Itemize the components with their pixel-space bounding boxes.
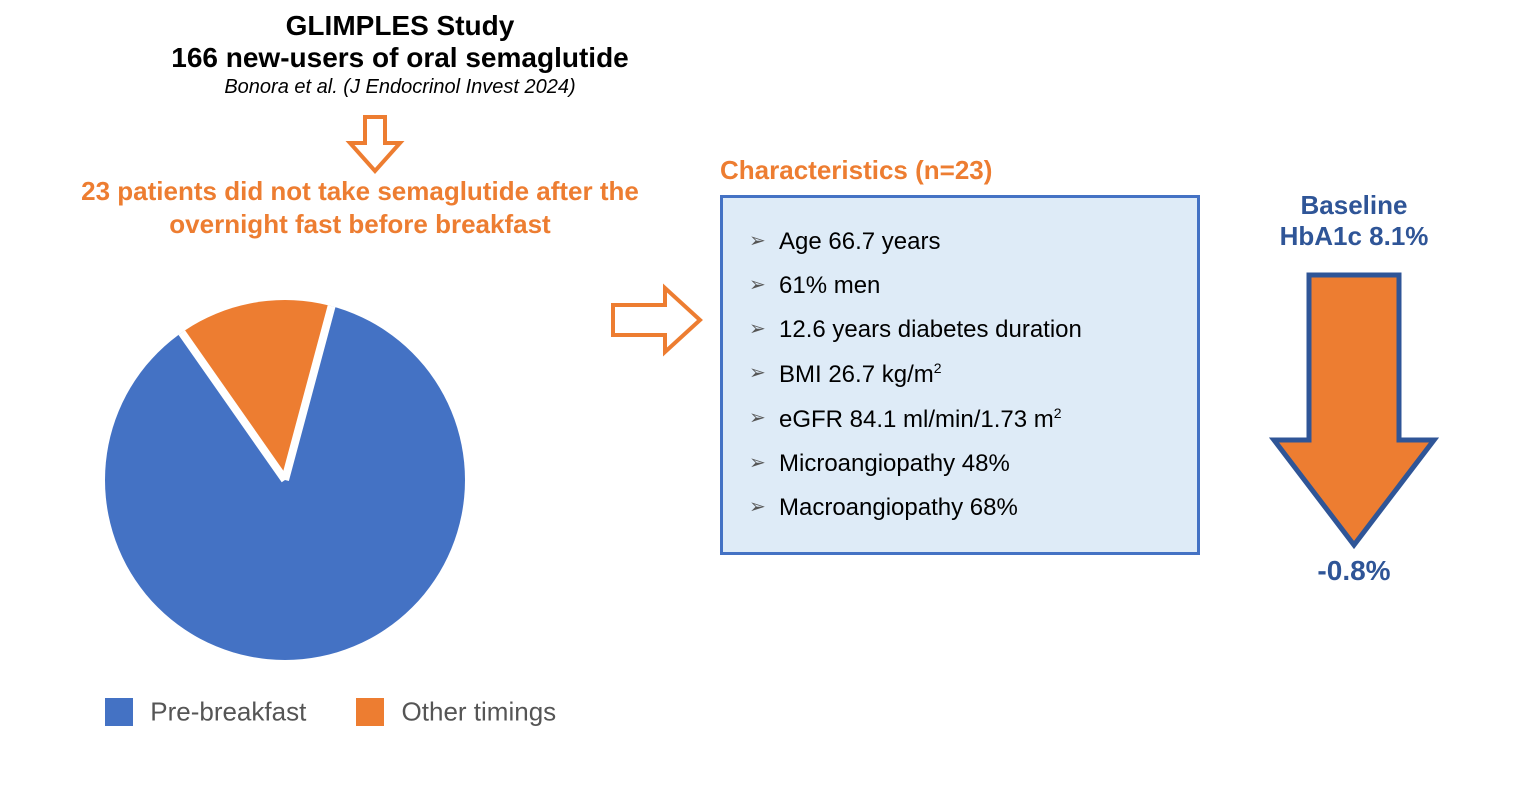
characteristics-item: 61% men: [749, 264, 1171, 308]
study-subtitle: 166 new-users of oral semaglutide: [90, 42, 710, 74]
down-arrow-shape: [350, 117, 400, 171]
legend-label-prebreakfast: Pre-breakfast: [150, 697, 306, 727]
baseline-line1: Baseline: [1244, 190, 1464, 221]
legend-label-other: Other timings: [402, 697, 557, 727]
baseline-label: Baseline HbA1c 8.1%: [1244, 190, 1464, 252]
legend-item-other: Other timings: [356, 695, 556, 728]
legend-swatch-other: [356, 698, 384, 726]
down-arrow-icon: [345, 115, 405, 175]
characteristics-item: BMI 26.7 kg/m2: [749, 352, 1171, 397]
characteristics-box: Age 66.7 years61% men12.6 years diabetes…: [720, 195, 1200, 555]
characteristics-item: Microangiopathy 48%: [749, 442, 1171, 486]
characteristics-title: Characteristics (n=23): [720, 155, 992, 186]
pie-legend: Pre-breakfast Other timings: [105, 695, 556, 728]
study-title: GLIMPLES Study: [90, 10, 710, 42]
callout-text: 23 patients did not take semaglutide aft…: [40, 175, 680, 240]
legend-swatch-prebreakfast: [105, 698, 133, 726]
study-citation: Bonora et al. (J Endocrinol Invest 2024): [90, 76, 710, 99]
big-down-arrow-shape: [1274, 275, 1434, 545]
characteristics-item: 12.6 years diabetes duration: [749, 308, 1171, 352]
right-arrow-icon: [610, 280, 705, 360]
characteristics-list: Age 66.7 years61% men12.6 years diabetes…: [749, 220, 1171, 530]
baseline-line2: HbA1c 8.1%: [1244, 221, 1464, 252]
characteristics-item: Age 66.7 years: [749, 220, 1171, 264]
legend-item-prebreakfast: Pre-breakfast: [105, 695, 306, 728]
characteristics-item: eGFR 84.1 ml/min/1.73 m2: [749, 397, 1171, 442]
delta-value: -0.8%: [1244, 555, 1464, 587]
study-header: GLIMPLES Study 166 new-users of oral sem…: [90, 10, 710, 99]
characteristics-item: Macroangiopathy 68%: [749, 486, 1171, 530]
right-arrow-shape: [613, 288, 700, 352]
pie-chart: [105, 300, 465, 660]
big-down-arrow-icon: [1269, 270, 1439, 550]
